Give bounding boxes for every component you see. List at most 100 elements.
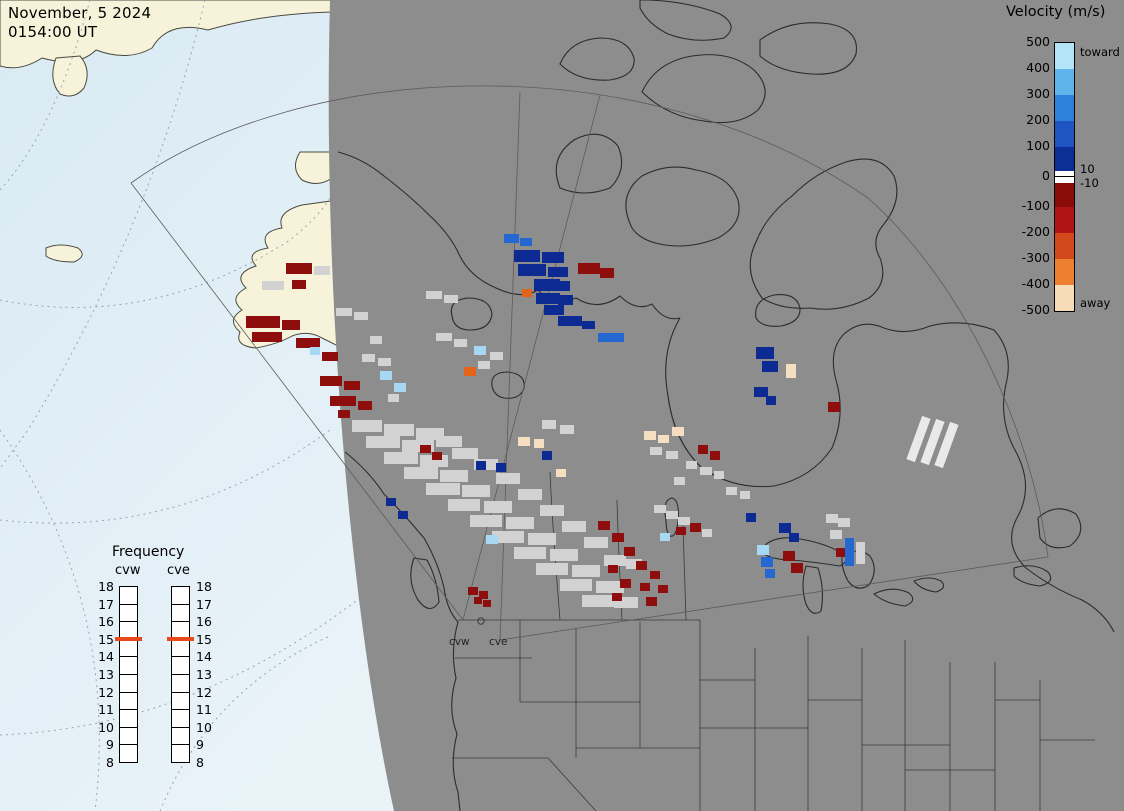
frequency-scale-label: 10	[98, 719, 114, 735]
velocity-cell	[838, 518, 850, 527]
velocity-cell	[330, 396, 356, 406]
colorbar-segment	[1055, 177, 1074, 183]
velocity-cell	[598, 333, 624, 342]
velocity-cell	[562, 521, 586, 532]
velocity-cell	[483, 600, 491, 607]
frequency-marker-cvw	[115, 636, 142, 641]
velocity-cell	[856, 542, 865, 564]
velocity-cell	[366, 436, 400, 448]
frequency-step	[120, 640, 137, 658]
frequency-step	[172, 640, 189, 658]
velocity-cell	[286, 263, 312, 274]
frequency-scale-label: 8	[106, 755, 114, 770]
velocity-cell	[698, 445, 708, 454]
velocity-cell	[384, 452, 418, 464]
velocity-tick-label: 500	[1026, 34, 1050, 49]
velocity-cell	[608, 565, 618, 573]
colorbar-segment	[1055, 121, 1074, 147]
velocity-cell	[582, 321, 595, 329]
radar-label-cve: cve	[489, 636, 508, 648]
velocity-cell	[620, 579, 631, 588]
velocity-cell	[714, 471, 724, 479]
daylight-landmass	[0, 0, 339, 349]
frequency-scale-label: 12	[196, 684, 212, 700]
frequency-scale-label: 15	[196, 631, 212, 647]
velocity-cell	[650, 447, 662, 455]
velocity-cell	[726, 487, 737, 495]
colorbar-segment	[1055, 69, 1074, 95]
colorbar-segment	[1055, 285, 1074, 311]
velocity-cell	[514, 250, 540, 262]
velocity-cell	[558, 295, 573, 305]
velocity-cell	[452, 448, 478, 459]
frequency-scale-label: 11	[196, 702, 212, 718]
velocity-tick-label: -300	[1021, 250, 1050, 265]
pos-threshold-label: 10	[1080, 162, 1095, 176]
velocity-cell	[646, 597, 657, 606]
velocity-tick-label: 300	[1026, 86, 1050, 101]
frequency-scale-label: 16	[98, 614, 114, 630]
velocity-cell	[252, 332, 282, 342]
velocity-cell	[542, 451, 552, 460]
frequency-legend-title: Frequency	[112, 544, 185, 560]
frequency-scale-label: 8	[196, 755, 204, 770]
velocity-cell	[464, 367, 476, 376]
velocity-cell	[686, 461, 697, 469]
velocity-cell	[474, 346, 486, 355]
neg-threshold-label: -10	[1080, 176, 1099, 190]
velocity-cell	[542, 420, 556, 429]
velocity-cell	[560, 579, 592, 591]
velocity-cell	[440, 470, 468, 482]
velocity-cell	[386, 498, 396, 506]
velocity-cell	[490, 352, 503, 360]
frequency-scale-label: 13	[98, 667, 114, 682]
velocity-cell	[700, 467, 712, 475]
frequency-step	[120, 693, 137, 711]
velocity-cell	[476, 461, 486, 470]
velocity-cell	[640, 583, 650, 591]
velocity-cell	[426, 291, 442, 299]
velocity-cell	[766, 396, 776, 405]
frequency-step	[120, 728, 137, 746]
velocity-cell	[548, 267, 568, 277]
frequency-bar-cve	[171, 586, 190, 763]
velocity-cell	[658, 435, 669, 443]
radar-fan	[130, 85, 1049, 641]
velocity-cell	[674, 477, 685, 485]
velocity-cell	[578, 263, 600, 274]
velocity-cell	[354, 312, 368, 320]
velocity-cell	[636, 561, 647, 570]
frequency-scale-label: 17	[196, 596, 212, 612]
frequency-step	[120, 587, 137, 605]
velocity-cell	[560, 425, 574, 434]
velocity-cell	[479, 591, 488, 599]
velocity-cell	[544, 305, 564, 315]
velocity-cell	[378, 358, 391, 366]
frequency-scale-label: 14	[98, 649, 114, 665]
velocity-cell	[468, 587, 478, 595]
velocity-cell	[598, 521, 610, 530]
velocity-cell	[536, 293, 560, 304]
frequency-step	[120, 745, 137, 763]
velocity-cell	[845, 538, 854, 566]
velocity-cell	[484, 501, 512, 513]
velocity-cell	[789, 533, 799, 542]
velocity-cell	[596, 581, 624, 593]
frequency-bar-cvw	[119, 586, 138, 763]
velocity-cell	[322, 352, 338, 361]
velocity-cell	[370, 336, 382, 344]
frequency-step	[172, 693, 189, 711]
colorbar-segment	[1055, 207, 1074, 233]
velocity-cell	[496, 463, 506, 472]
night-region	[328, 0, 1124, 811]
frequency-scale-label: 15	[98, 631, 114, 647]
colorbar-segment	[1055, 171, 1074, 177]
velocity-cell	[836, 548, 846, 557]
velocity-cell	[934, 421, 959, 469]
velocity-cell	[582, 595, 614, 607]
velocity-cell	[492, 531, 524, 543]
frequency-step	[172, 657, 189, 675]
velocity-cell	[676, 527, 686, 535]
velocity-cell	[514, 547, 546, 559]
